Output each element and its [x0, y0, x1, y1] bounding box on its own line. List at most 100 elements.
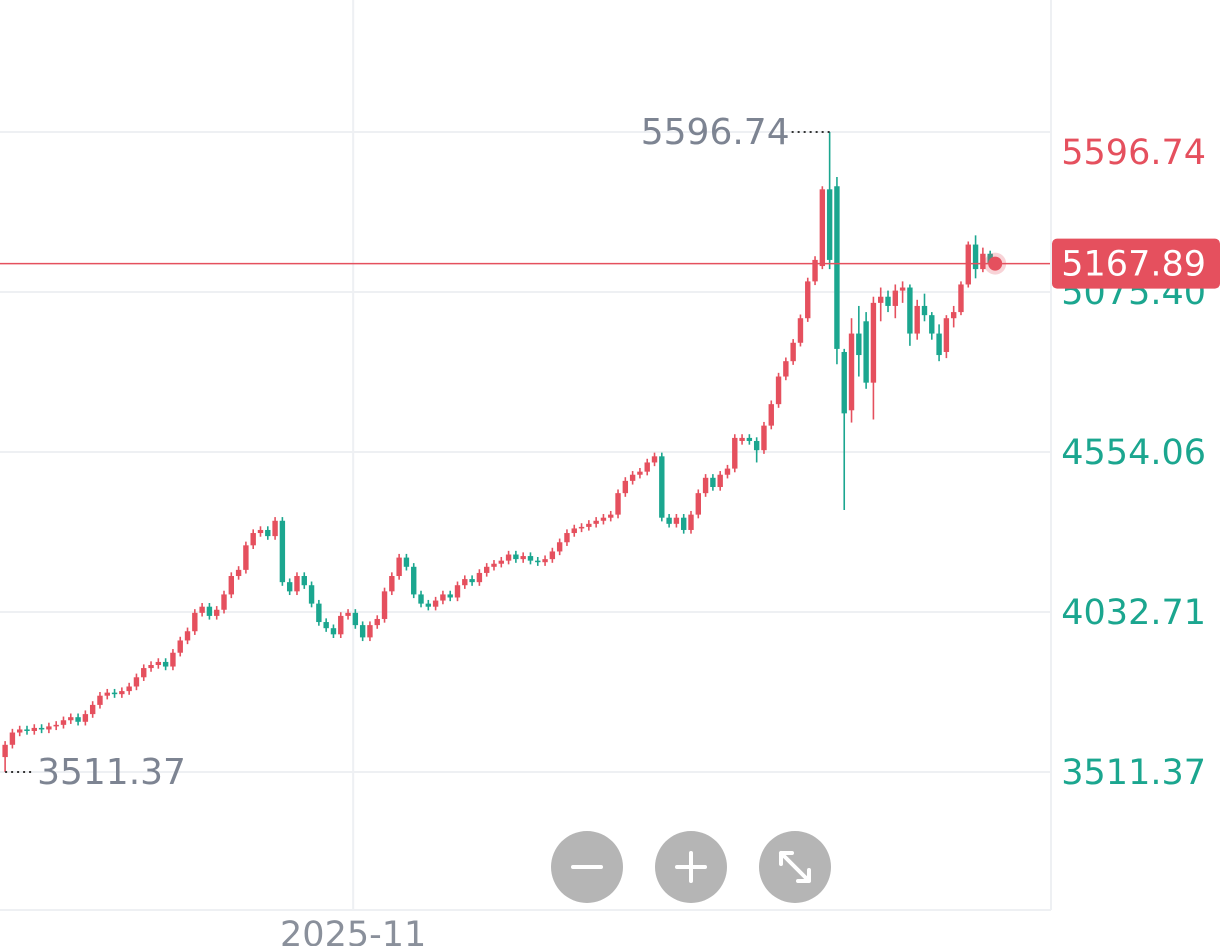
candle-body — [535, 560, 541, 563]
candle-body — [732, 437, 738, 469]
candle-body — [162, 661, 169, 667]
candle-body — [155, 661, 162, 666]
candle-body — [556, 542, 563, 552]
candle-body — [958, 284, 964, 313]
candle-body — [768, 404, 774, 426]
candle-body — [235, 569, 242, 577]
candle-body — [411, 566, 417, 595]
candle-body — [921, 305, 928, 316]
candle-body — [972, 244, 979, 270]
candle-body — [987, 253, 993, 264]
candle-body — [724, 468, 731, 475]
candle-body — [323, 622, 329, 629]
candle-body — [826, 189, 833, 260]
candle-body — [783, 361, 789, 377]
candle-body — [141, 668, 147, 678]
candle-body — [301, 576, 307, 586]
candle-body — [228, 576, 235, 595]
candle-body — [950, 312, 957, 319]
candle-body — [308, 585, 315, 604]
candle-body — [746, 437, 753, 441]
candle-body — [943, 318, 950, 352]
candle-body — [250, 533, 256, 546]
min-annotation: 3511.37 — [37, 752, 186, 793]
candle-body — [717, 474, 723, 488]
candle-body — [89, 704, 96, 715]
candle-body — [549, 551, 556, 560]
candle-body — [111, 692, 118, 695]
fullscreen-button[interactable] — [759, 831, 831, 903]
candle-body — [615, 493, 621, 515]
candle-body — [761, 425, 767, 451]
candle-body — [294, 576, 300, 592]
candle-body — [447, 594, 453, 598]
candle-body — [527, 556, 534, 561]
candle-body — [841, 351, 847, 414]
candle-body — [695, 493, 701, 515]
candle-body — [68, 717, 74, 721]
candle-body — [848, 333, 855, 411]
zoom-out-button[interactable] — [551, 831, 623, 903]
candle-body — [586, 523, 592, 527]
last-price-label: 5167.89 — [1061, 245, 1206, 285]
zoom-in-button[interactable] — [655, 831, 727, 903]
candle-body — [505, 554, 512, 561]
candle-body — [177, 640, 183, 653]
candle-body — [454, 585, 461, 598]
candle-body — [462, 579, 468, 586]
candle-body — [520, 556, 526, 560]
candle-body — [170, 652, 176, 667]
candle-body — [9, 732, 16, 745]
candle-body — [797, 318, 804, 343]
candle-body — [2, 744, 8, 758]
candle-body — [418, 594, 424, 604]
candle-body — [184, 631, 191, 641]
candle-body — [483, 566, 490, 573]
y-tick-label: 4554.06 — [1061, 433, 1206, 473]
candle-body — [980, 253, 986, 270]
candle-body — [316, 603, 322, 623]
candle-body — [199, 606, 205, 613]
candle-body — [702, 477, 709, 494]
candle-body — [629, 474, 636, 481]
candle-body — [133, 677, 140, 687]
expand-icon — [779, 851, 811, 883]
candle-body — [381, 591, 388, 619]
candle-body — [790, 342, 796, 362]
candle-body — [345, 612, 351, 616]
candle-body — [929, 315, 935, 334]
candle-body — [403, 557, 410, 567]
candle-body — [622, 480, 629, 494]
candle-body — [330, 628, 337, 635]
candle-body — [899, 287, 906, 291]
candle-body — [863, 321, 869, 383]
candle-body — [221, 594, 227, 610]
candle-body — [870, 302, 877, 383]
candle-body — [593, 520, 599, 524]
candle-body — [564, 533, 570, 543]
candle-body — [82, 714, 89, 722]
candle-body — [739, 437, 745, 441]
candle-body — [272, 520, 278, 537]
candle-body — [286, 582, 293, 592]
candle-body — [681, 517, 687, 530]
candle-body — [367, 625, 373, 638]
candle-body — [936, 333, 942, 356]
candle-body — [38, 727, 45, 730]
candle-body — [352, 612, 359, 626]
candle-body — [148, 665, 154, 669]
candle-body — [666, 517, 672, 524]
zoom-controls — [551, 831, 831, 903]
candle-body — [907, 287, 913, 334]
candle-body — [97, 695, 103, 705]
candle-body — [659, 456, 665, 518]
candle-body — [651, 456, 658, 463]
candle-body — [644, 462, 650, 472]
max-axis-label: 5596.74 — [1061, 133, 1206, 173]
candle-body — [965, 244, 971, 285]
overlay: 3511.374032.714554.065075.405596.742025-… — [0, 112, 1220, 946]
candles — [2, 132, 993, 772]
candle-body — [892, 290, 899, 306]
